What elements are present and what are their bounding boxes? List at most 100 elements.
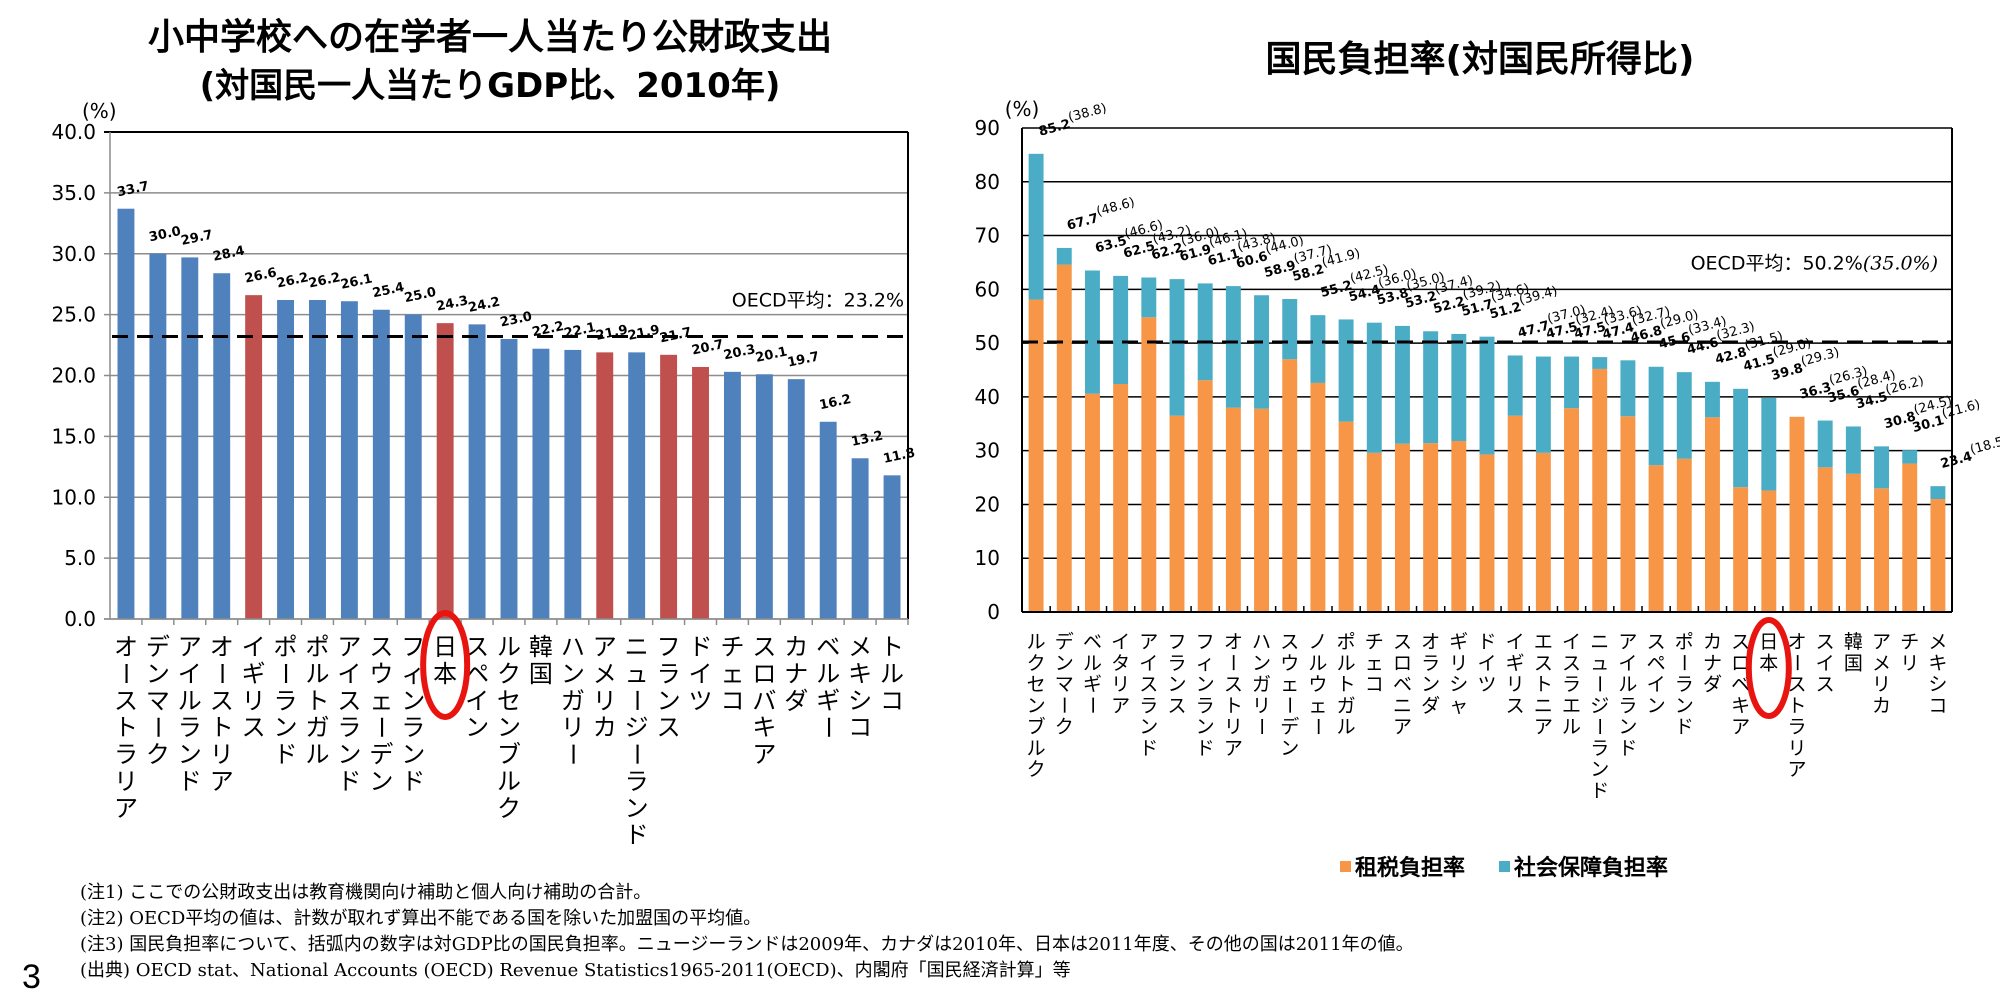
legend-social-label: 社会保障負担率	[1514, 856, 1669, 881]
svg-text:イ: イ	[1816, 652, 1835, 674]
svg-text:ン: ン	[1196, 674, 1215, 696]
svg-text:ン: ン	[561, 660, 585, 688]
bar-tax	[1282, 359, 1298, 612]
svg-text:ス: ス	[1731, 631, 1750, 653]
svg-text:ー: ー	[622, 742, 650, 766]
bar	[245, 295, 263, 619]
data-label: 26.2	[275, 270, 309, 291]
svg-text:ラ: ラ	[178, 714, 202, 742]
svg-text:シ: シ	[1928, 674, 1947, 696]
svg-text:ト: ト	[1224, 695, 1243, 717]
svg-text:フ: フ	[657, 633, 681, 661]
y-tick-label: 80	[975, 170, 1000, 194]
svg-text:国: 国	[1844, 652, 1863, 674]
svg-text:ア: ア	[1872, 631, 1891, 653]
svg-text:ト: ト	[305, 687, 329, 715]
svg-text:コ: コ	[848, 714, 872, 742]
bar-tax	[1225, 407, 1241, 612]
y-axis-unit: (%)	[1005, 97, 1040, 121]
bar	[883, 475, 901, 619]
svg-text:ク: ク	[497, 794, 521, 822]
svg-text:ー: ー	[558, 742, 586, 766]
svg-text:ラ: ラ	[1562, 674, 1581, 696]
x-tick-label: ドイツ	[689, 633, 713, 715]
svg-text:ン: ン	[1421, 674, 1440, 696]
svg-text:マ: マ	[146, 687, 170, 715]
svg-text:マ: マ	[1055, 674, 1074, 696]
bar-tax	[1451, 440, 1467, 612]
svg-text:ア: ア	[1731, 716, 1750, 738]
svg-text:ル: ル	[1083, 652, 1102, 674]
bar-tax	[1733, 487, 1749, 612]
svg-text:ド: ド	[1477, 631, 1496, 653]
svg-text:ギ: ギ	[816, 687, 840, 715]
svg-text:ル: ル	[1308, 652, 1327, 674]
bar-social	[1620, 360, 1636, 417]
y-tick-label: 0	[987, 600, 1000, 624]
source-note: (出典) OECD stat、National Accounts (OECD) …	[80, 960, 1071, 981]
svg-text:コ: コ	[1365, 674, 1384, 696]
x-tick-label: 韓国	[1844, 631, 1863, 674]
svg-text:ベ: ベ	[1393, 674, 1412, 696]
bar-tax	[1592, 368, 1608, 612]
bar-social	[1197, 283, 1213, 381]
svg-text:メ: メ	[1872, 652, 1891, 674]
bar-social	[1084, 270, 1100, 394]
bar-social	[1366, 322, 1382, 453]
svg-text:ガ: ガ	[305, 714, 329, 742]
svg-text:イ: イ	[337, 660, 361, 688]
svg-text:オ: オ	[114, 633, 138, 661]
svg-text:オ: オ	[1421, 631, 1440, 653]
svg-text:セ: セ	[497, 687, 521, 715]
x-tick-label: 日本	[433, 633, 457, 688]
svg-text:ス: ス	[210, 687, 234, 715]
legend-item-social: 社会保障負担率	[1499, 850, 1668, 882]
japan-highlight-circle	[1745, 617, 1792, 719]
svg-text:ア: ア	[1534, 716, 1553, 738]
svg-text:チ: チ	[1365, 631, 1384, 653]
svg-text:ラ: ラ	[1618, 695, 1637, 717]
svg-text:ド: ド	[1196, 737, 1215, 759]
y-tick-label: 30.0	[51, 242, 96, 266]
bar-social	[1451, 333, 1467, 441]
y-tick-label: 25.0	[51, 303, 96, 327]
svg-text:ー: ー	[1588, 717, 1610, 736]
svg-text:ン: ン	[337, 741, 361, 769]
svg-text:ー: ー	[143, 715, 171, 739]
svg-text:ア: ア	[1393, 716, 1412, 738]
svg-text:日: 日	[1759, 631, 1778, 653]
svg-text:ポ: ポ	[305, 633, 329, 661]
data-label: 26.2	[307, 270, 341, 291]
bar-tax	[1141, 317, 1157, 612]
svg-text:ェ: ェ	[369, 687, 393, 715]
legend-item-tax: 租税負担率	[1340, 850, 1465, 882]
svg-text:ル: ル	[1562, 716, 1581, 738]
svg-text:ド: ド	[337, 767, 361, 795]
svg-text:キ: キ	[752, 714, 776, 742]
bar	[755, 374, 773, 619]
svg-text:ギ: ギ	[242, 660, 266, 688]
svg-text:ス: ス	[1224, 674, 1243, 696]
svg-text:ア: ア	[210, 767, 234, 795]
svg-text:カ: カ	[1703, 631, 1722, 653]
svg-text:ラ: ラ	[1196, 695, 1215, 717]
data-label: 30.0	[148, 224, 182, 245]
data-label: 21.9	[627, 323, 661, 344]
svg-text:セ: セ	[1027, 674, 1046, 696]
svg-text:オ: オ	[210, 633, 234, 661]
bar-tax	[1507, 415, 1523, 612]
svg-text:ド: ド	[1618, 737, 1637, 759]
svg-text:ニ: ニ	[1393, 695, 1412, 717]
bar-tax	[1704, 417, 1720, 612]
data-label: 33.7	[116, 179, 150, 200]
data-label: 20.1	[754, 345, 788, 366]
